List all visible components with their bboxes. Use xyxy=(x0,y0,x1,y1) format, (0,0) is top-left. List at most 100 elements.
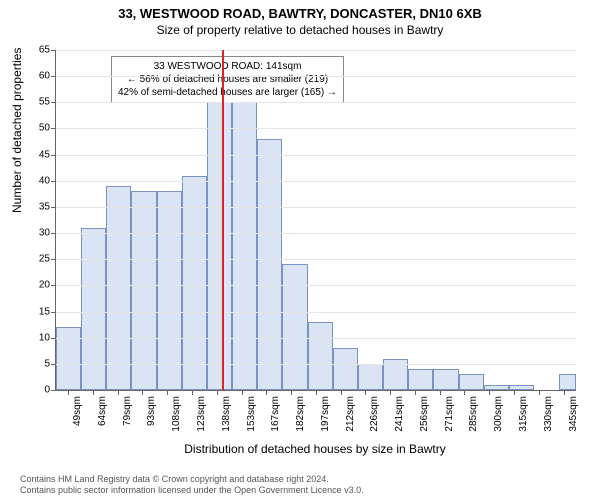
y-tick-mark xyxy=(51,128,56,129)
y-tick-label: 15 xyxy=(39,306,50,317)
y-tick-label: 55 xyxy=(39,97,50,108)
bar xyxy=(257,139,282,390)
y-axis-title: Number of detached properties xyxy=(10,48,24,213)
grid-line xyxy=(56,181,576,182)
x-tick-mark xyxy=(93,390,94,395)
x-tick-label: 64sqm xyxy=(97,396,108,426)
x-tick-mark xyxy=(489,390,490,395)
x-tick-label: 345sqm xyxy=(568,396,579,432)
y-tick-mark xyxy=(51,155,56,156)
x-tick-mark xyxy=(514,390,515,395)
grid-line xyxy=(56,312,576,313)
x-tick-label: 108sqm xyxy=(171,396,182,432)
grid-line xyxy=(56,338,576,339)
bar xyxy=(333,348,358,390)
x-tick-label: 315sqm xyxy=(518,396,529,432)
bar xyxy=(459,374,484,390)
bar xyxy=(484,385,509,390)
x-tick-label: 182sqm xyxy=(295,396,306,432)
y-tick-label: 0 xyxy=(44,385,50,396)
y-tick-label: 25 xyxy=(39,254,50,265)
x-tick-mark xyxy=(68,390,69,395)
y-tick-mark xyxy=(51,364,56,365)
y-tick-mark xyxy=(51,312,56,313)
bar xyxy=(106,186,131,390)
x-tick-mark xyxy=(316,390,317,395)
x-axis-title: Distribution of detached houses by size … xyxy=(55,442,575,456)
x-tick-mark xyxy=(266,390,267,395)
grid-line xyxy=(56,102,576,103)
x-tick-mark xyxy=(118,390,119,395)
x-tick-label: 256sqm xyxy=(419,396,430,432)
y-tick-label: 45 xyxy=(39,149,50,160)
bar xyxy=(282,264,307,390)
bar xyxy=(559,374,576,390)
bar xyxy=(131,191,156,390)
footer: Contains HM Land Registry data © Crown c… xyxy=(20,474,590,497)
x-tick-mark xyxy=(415,390,416,395)
bar xyxy=(207,102,232,390)
figure-root: 33, WESTWOOD ROAD, BAWTRY, DONCASTER, DN… xyxy=(0,0,600,500)
x-tick-mark xyxy=(564,390,565,395)
x-tick-label: 197sqm xyxy=(320,396,331,432)
footer-line2: Contains public sector information licen… xyxy=(20,485,590,496)
x-tick-mark xyxy=(142,390,143,395)
annotation-line2: ← 56% of detached houses are smaller (21… xyxy=(118,73,337,86)
y-tick-label: 5 xyxy=(44,358,50,369)
y-tick-mark xyxy=(51,338,56,339)
x-tick-mark xyxy=(539,390,540,395)
bar xyxy=(81,228,106,390)
x-tick-label: 285sqm xyxy=(468,396,479,432)
grid-line xyxy=(56,155,576,156)
marker-line xyxy=(222,50,224,390)
x-tick-label: 330sqm xyxy=(543,396,554,432)
y-tick-label: 30 xyxy=(39,228,50,239)
grid-line xyxy=(56,76,576,77)
annotation-line1: 33 WESTWOOD ROAD: 141sqm xyxy=(118,60,337,73)
x-tick-label: 212sqm xyxy=(345,396,356,432)
title-line2: Size of property relative to detached ho… xyxy=(0,23,600,37)
bar xyxy=(56,327,81,390)
grid-line xyxy=(56,50,576,51)
grid-line xyxy=(56,285,576,286)
x-tick-label: 79sqm xyxy=(122,396,133,426)
x-tick-label: 300sqm xyxy=(493,396,504,432)
grid-line xyxy=(56,207,576,208)
y-tick-label: 35 xyxy=(39,201,50,212)
x-tick-label: 271sqm xyxy=(444,396,455,432)
x-tick-label: 153sqm xyxy=(246,396,257,432)
annotation-box: 33 WESTWOOD ROAD: 141sqm ← 56% of detach… xyxy=(111,56,344,103)
y-tick-mark xyxy=(51,102,56,103)
y-tick-label: 20 xyxy=(39,280,50,291)
y-tick-label: 50 xyxy=(39,123,50,134)
bar xyxy=(408,369,433,390)
y-tick-mark xyxy=(51,76,56,77)
title-line1: 33, WESTWOOD ROAD, BAWTRY, DONCASTER, DN… xyxy=(0,6,600,21)
y-tick-mark xyxy=(51,50,56,51)
grid-line xyxy=(56,259,576,260)
bar xyxy=(308,322,333,390)
bar xyxy=(509,385,534,390)
plot-area: 33 WESTWOOD ROAD: 141sqm ← 56% of detach… xyxy=(55,50,576,391)
grid-line xyxy=(56,128,576,129)
x-tick-mark xyxy=(365,390,366,395)
y-tick-label: 10 xyxy=(39,332,50,343)
footer-line1: Contains HM Land Registry data © Crown c… xyxy=(20,474,590,485)
y-tick-mark xyxy=(51,181,56,182)
y-tick-mark xyxy=(51,390,56,391)
bar xyxy=(157,191,182,390)
x-tick-label: 226sqm xyxy=(369,396,380,432)
x-tick-mark xyxy=(217,390,218,395)
title-block: 33, WESTWOOD ROAD, BAWTRY, DONCASTER, DN… xyxy=(0,6,600,37)
x-tick-mark xyxy=(341,390,342,395)
x-tick-label: 167sqm xyxy=(270,396,281,432)
y-tick-mark xyxy=(51,259,56,260)
grid-line xyxy=(56,364,576,365)
y-tick-mark xyxy=(51,285,56,286)
x-tick-mark xyxy=(167,390,168,395)
x-tick-label: 49sqm xyxy=(72,396,83,426)
x-tick-label: 241sqm xyxy=(394,396,405,432)
x-tick-mark xyxy=(192,390,193,395)
bar xyxy=(433,369,458,390)
bar xyxy=(358,364,383,390)
